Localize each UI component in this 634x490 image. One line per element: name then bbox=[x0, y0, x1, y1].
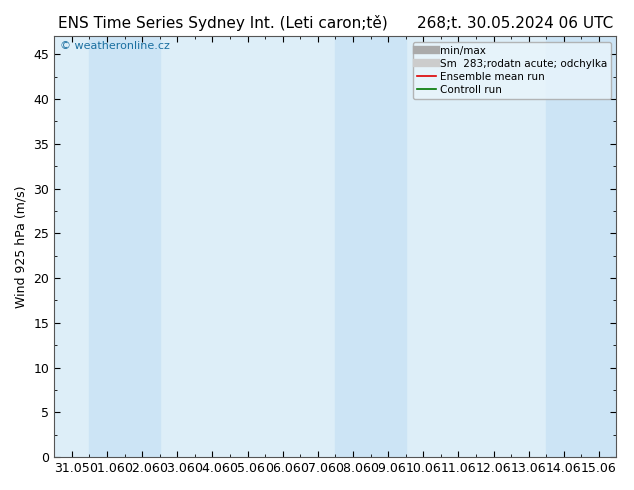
Bar bbox=[89, 36, 160, 457]
Bar bbox=[335, 36, 406, 457]
Bar bbox=[547, 36, 616, 457]
Legend: min/max, Sm  283;rodatn acute; odchylka, Ensemble mean run, Controll run: min/max, Sm 283;rodatn acute; odchylka, … bbox=[413, 42, 611, 99]
Text: © weatheronline.cz: © weatheronline.cz bbox=[60, 41, 170, 50]
Title: ENS Time Series Sydney Int. (Leti caron;tě)      268;t. 30.05.2024 06 UTC: ENS Time Series Sydney Int. (Leti caron;… bbox=[58, 15, 613, 31]
Y-axis label: Wind 925 hPa (m/s): Wind 925 hPa (m/s) bbox=[15, 186, 28, 308]
